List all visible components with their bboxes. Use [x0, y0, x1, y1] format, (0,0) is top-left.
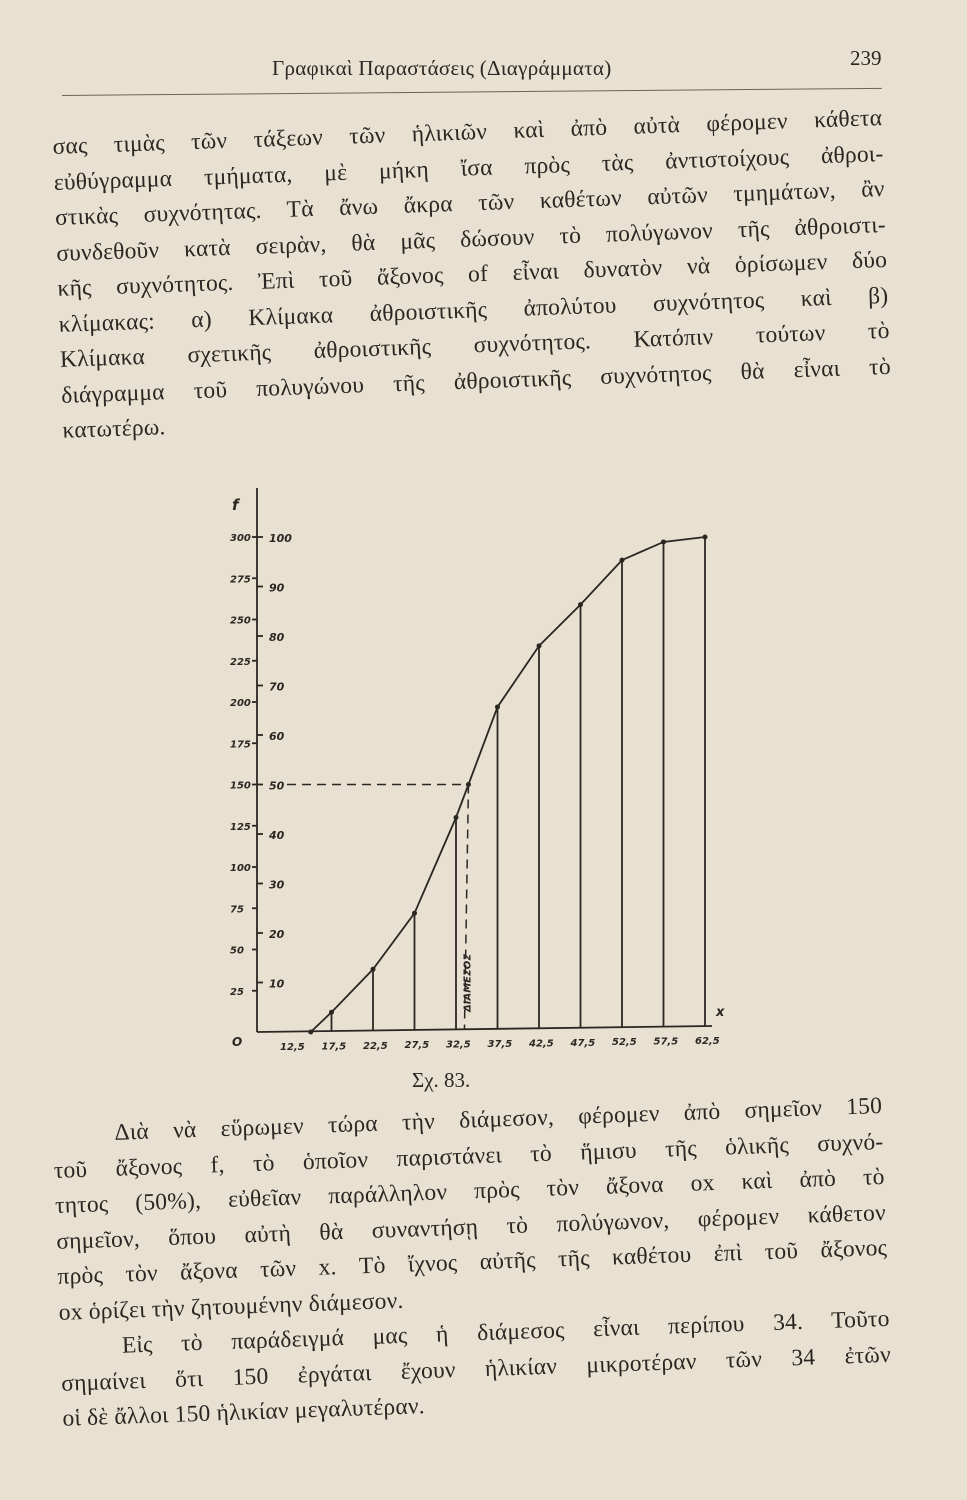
y-tick-label-relative: 20	[269, 928, 285, 941]
x-tick-label: 52,5	[612, 1037, 637, 1048]
y-tick-label-absolute: 250	[230, 616, 251, 627]
x-axis	[256, 1025, 713, 1033]
data-point	[495, 704, 500, 710]
figure-caption: Σχ. 83.	[412, 1068, 471, 1092]
y-tick-label-relative: 60	[269, 730, 285, 743]
x-tick-label: 47,5	[570, 1038, 596, 1049]
data-point	[329, 1009, 334, 1015]
median-vertical-dashed	[463, 784, 470, 1030]
paragraph-bottom: Διὰ νὰ εὕρωμεν τώρα τὴν διάμεσον, φέρομε…	[52, 1089, 893, 1437]
y-tick-label-absolute: 125	[230, 822, 251, 833]
origin-label: O	[232, 1035, 242, 1049]
y-tick-label-relative: 50	[269, 780, 285, 793]
data-point	[619, 557, 625, 563]
y-tick-label-relative: 40	[268, 829, 285, 842]
data-point	[412, 910, 417, 916]
data-point	[702, 534, 708, 540]
x-tick-label: 27,5	[405, 1040, 430, 1051]
page-number: 239	[850, 46, 882, 70]
median-label: ΔΙΑΜΕΣΟΣ	[462, 954, 473, 1013]
y-tick-label-absolute: 300	[230, 533, 251, 544]
x-tick-label: 37,5	[488, 1039, 513, 1050]
y-tick-label-absolute: 50	[230, 946, 244, 957]
data-point	[453, 815, 459, 820]
data-point	[578, 602, 583, 608]
y-tick-label-relative: 90	[269, 582, 285, 595]
y-tick-label-relative: 10	[269, 978, 285, 991]
y-tick-label-absolute: 275	[230, 574, 251, 585]
x-axis-label: x	[715, 1005, 725, 1020]
x-tick-label: 62,5	[695, 1036, 720, 1047]
running-header: Γραφικαὶ Παραστάσεις (Διαγράμματα) 239	[0, 46, 967, 92]
x-tick-label: 22,5	[363, 1041, 388, 1052]
x-tick-label: 57,5	[654, 1037, 679, 1048]
y-tick-label-absolute: 25	[230, 987, 244, 998]
y-tick-label-absolute: 200	[230, 698, 251, 709]
x-tick-label: 32,5	[446, 1040, 471, 1051]
data-point	[308, 1029, 314, 1035]
y-tick-label-absolute: 175	[230, 739, 251, 750]
y-tick-label-absolute: 150	[230, 781, 251, 792]
y-tick-label-relative: 30	[269, 879, 285, 892]
x-tick-label: 12,5	[280, 1042, 305, 1053]
y-axis-label: f	[232, 496, 241, 514]
y-tick-label-absolute: 75	[230, 904, 244, 915]
y-tick-label-relative: 80	[269, 631, 285, 644]
x-tick-label: 42,5	[528, 1038, 554, 1049]
data-point	[661, 539, 666, 545]
cumulative-polygon	[310, 536, 706, 1033]
y-tick-label-relative: 100	[269, 532, 292, 545]
x-tick-label: 17,5	[322, 1041, 347, 1052]
y-tick-label-absolute: 100	[230, 863, 251, 874]
y-tick-label-absolute: 225	[230, 657, 251, 668]
y-tick-label-relative: 70	[269, 681, 285, 694]
data-point	[370, 966, 376, 972]
data-point	[536, 643, 542, 649]
header-title: Γραφικαὶ Παραστάσεις (Διαγράμματα)	[272, 56, 612, 80]
